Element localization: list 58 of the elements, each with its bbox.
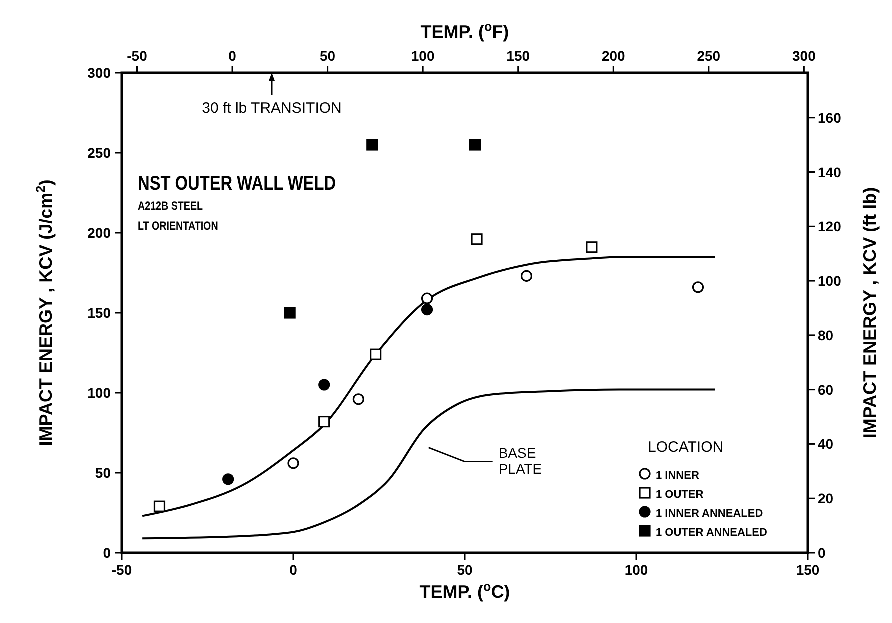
point <box>352 394 364 406</box>
point <box>692 282 704 294</box>
y-tick-label: 200 <box>88 225 112 241</box>
x-tick-label: 150 <box>796 562 820 578</box>
y2-tick-label: 160 <box>818 110 842 126</box>
point <box>284 307 296 319</box>
point <box>471 234 483 246</box>
point <box>222 474 234 486</box>
legend-label: 1 OUTER ANNEALED <box>656 527 768 539</box>
y2-tick-label: 60 <box>818 382 834 398</box>
y-tick-label: 50 <box>95 465 112 481</box>
y2-tick-label: 80 <box>818 327 834 344</box>
y-tick-label: 250 <box>88 145 112 161</box>
y2-tick-label: 120 <box>818 218 842 235</box>
legend-label: 1 INNER ANNEALED <box>656 508 764 520</box>
y2-axis-title: IMPACT ENERGY , KCV (ft lb) <box>860 187 880 439</box>
x-tick-label: 50 <box>457 562 473 578</box>
annotation: NST OUTER WALL WELD <box>138 171 336 194</box>
point <box>366 139 378 151</box>
x2-tick-label: 100 <box>411 48 435 64</box>
legend-title: LOCATION <box>648 439 724 456</box>
x-axis-title: TEMP. ($^{o}$C) <box>420 580 510 602</box>
point <box>421 292 434 304</box>
y2-tick-label: 100 <box>818 273 842 290</box>
point <box>318 379 330 391</box>
legend-label: 1 INNER <box>656 470 700 482</box>
y-tick-label: 300 <box>88 65 112 81</box>
y2-tick-label: 140 <box>818 164 842 180</box>
y2-tick-label: 40 <box>818 436 834 452</box>
annotation: 30 ft lb TRANSITION <box>202 100 342 117</box>
x2-tick-label: 200 <box>602 48 626 64</box>
x2-tick-label: 300 <box>792 48 816 64</box>
x2-tick-label: 50 <box>320 48 336 64</box>
x-tick-label: 0 <box>290 562 298 578</box>
x2-axis-title: TEMP. ($^{o}$F) <box>420 20 510 42</box>
y-tick-label: 150 <box>88 305 112 321</box>
annotation: A212B STEEL <box>138 200 204 214</box>
point <box>370 348 382 360</box>
y2-tick-label: 0 <box>818 545 826 561</box>
point <box>288 458 300 470</box>
x2-tick-label: 150 <box>506 48 530 64</box>
point <box>154 500 166 512</box>
y-tick-label: 100 <box>88 385 112 401</box>
x2-tick-label: -50 <box>127 48 148 64</box>
y2-tick-label: 20 <box>818 490 834 507</box>
x-tick-label: 100 <box>624 562 648 578</box>
legend-label: BASE PLATE <box>498 444 542 477</box>
point <box>586 242 598 254</box>
x-tick-label: -50 <box>112 562 132 578</box>
legend-label: 1 OUTER <box>656 489 704 501</box>
x2-tick-label: 250 <box>697 48 721 64</box>
point <box>469 139 482 151</box>
annotation: LT ORIENTATION <box>138 220 218 234</box>
point <box>318 416 330 428</box>
point <box>421 304 434 316</box>
y-tick-label: 0 <box>103 545 112 561</box>
x2-tick-label: 0 <box>228 48 237 64</box>
point <box>520 270 533 282</box>
